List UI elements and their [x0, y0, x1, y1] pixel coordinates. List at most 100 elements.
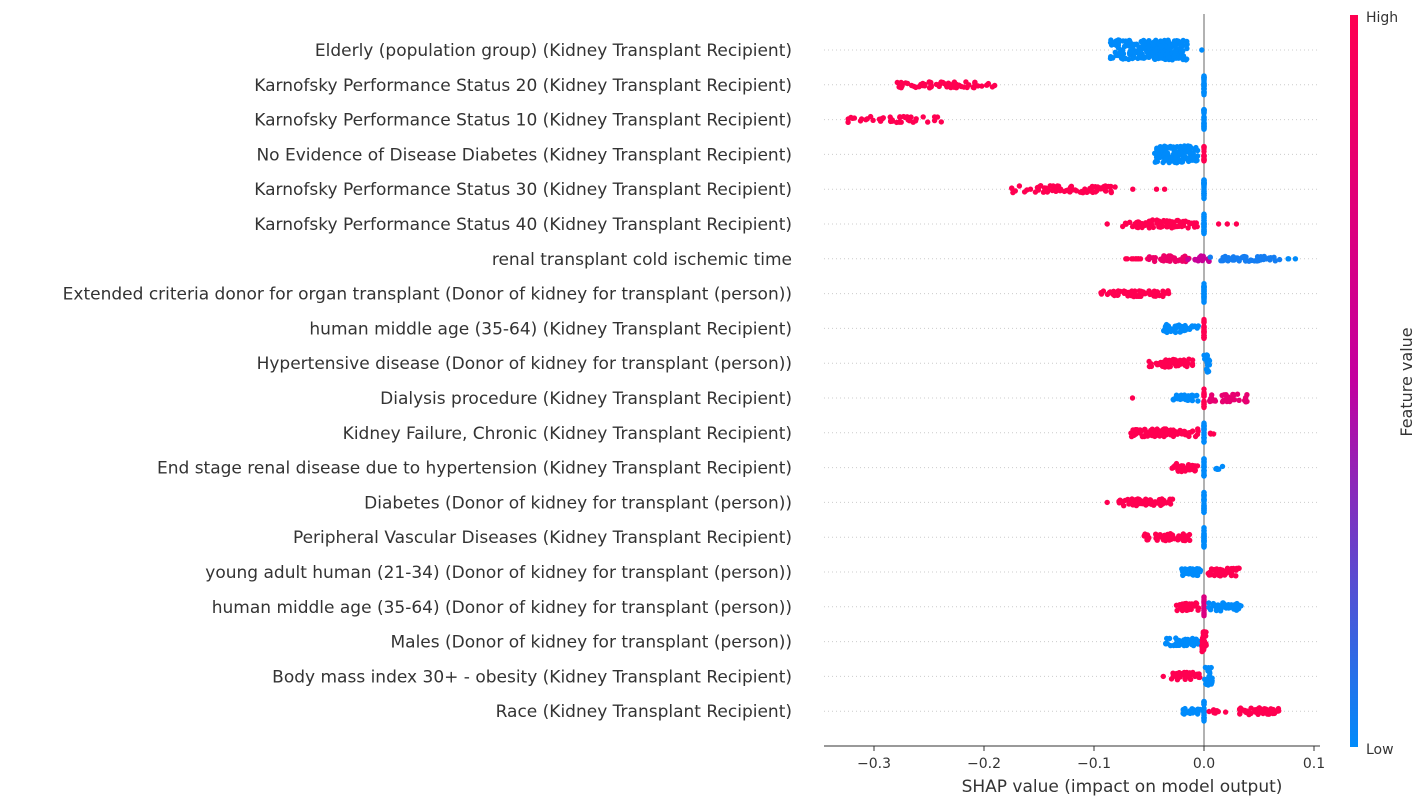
shap-point [1189, 150, 1195, 156]
shap-point [1187, 710, 1193, 717]
shap-point [1183, 639, 1189, 645]
shap-point [1169, 533, 1176, 539]
shap-point [1165, 53, 1171, 60]
shap-point [898, 119, 904, 125]
shap-point [907, 114, 913, 121]
shap-point [1189, 571, 1195, 577]
shap-point [1202, 664, 1209, 671]
shap-point [1201, 107, 1207, 114]
shap-point [1194, 153, 1201, 159]
shap-point [1162, 147, 1169, 153]
shap-point [950, 83, 957, 90]
shap-point [1275, 708, 1281, 714]
shap-point [1010, 189, 1016, 196]
shap-point [1233, 573, 1239, 579]
shap-point [1177, 357, 1183, 363]
feature-label: No Evidence of Disease Diabetes (Kidney … [256, 145, 792, 165]
feature-label: End stage renal disease due to hypertens… [157, 459, 792, 479]
shap-point [1148, 222, 1155, 228]
shap-point [1153, 360, 1159, 366]
shap-point [928, 82, 934, 89]
feature-label: Karnofsky Performance Status 30 (Kidney … [254, 180, 792, 200]
shap-point [951, 79, 958, 85]
shap-point [1201, 90, 1207, 96]
shap-point [902, 114, 908, 121]
shap-point [1222, 709, 1229, 715]
shap-point [1228, 602, 1235, 608]
shap-point [1108, 54, 1114, 60]
shap-point [1185, 145, 1192, 152]
shap-point [1201, 639, 1207, 646]
shap-point [1201, 403, 1207, 409]
shap-point [1227, 395, 1234, 401]
shap-point [1236, 565, 1242, 571]
shap-point [1158, 52, 1164, 59]
shap-point [1157, 224, 1164, 230]
shap-point [1201, 503, 1207, 509]
shap-point [1194, 671, 1200, 677]
feature-label: Karnofsky Performance Status 20 (Kidney … [254, 76, 792, 96]
shap-point [1122, 289, 1129, 295]
shap-point [1172, 463, 1178, 470]
shap-point [1042, 188, 1049, 194]
shap-point [1236, 397, 1242, 403]
shap-point [1194, 711, 1201, 717]
shap-point [870, 117, 876, 124]
feature-label: Diabetes (Donor of kidney for transplant… [364, 493, 792, 513]
shap-point [1266, 711, 1272, 717]
shap-point [1201, 463, 1207, 469]
feature-label: Hypertensive disease (Donor of kidney fo… [257, 354, 792, 374]
shap-point [1192, 433, 1199, 440]
shap-point [1171, 40, 1177, 46]
shap-point [1123, 38, 1129, 44]
shap-point [1230, 255, 1237, 262]
shap-point [1146, 288, 1152, 295]
shap-point [888, 118, 894, 124]
shap-point [1151, 293, 1157, 299]
shap-point [1231, 606, 1237, 612]
shap-point [1167, 363, 1174, 370]
shap-point [1178, 220, 1184, 226]
shap-point [1065, 187, 1071, 193]
shap-point [1261, 254, 1267, 260]
x-tick-label: −0.3 [857, 756, 891, 772]
shap-point [1150, 50, 1156, 56]
shap-point [1139, 220, 1145, 227]
shap-point [1163, 43, 1169, 50]
shap-point [1129, 223, 1136, 230]
shap-point [1201, 594, 1207, 600]
shap-point [1174, 323, 1180, 329]
shap-point [1206, 604, 1212, 611]
shap-point [1201, 607, 1207, 614]
shap-point [1202, 676, 1208, 682]
row-gridlines [824, 49, 1320, 712]
shap-point [880, 115, 886, 121]
feature-label: Race (Kidney Transplant Recipient) [496, 702, 792, 722]
shap-point [1270, 710, 1276, 717]
shap-point [1160, 159, 1166, 166]
shap-point [1201, 530, 1207, 536]
shap-point [1218, 258, 1224, 264]
feature-label: Peripheral Vascular Diseases (Kidney Tra… [293, 528, 792, 548]
shap-point [992, 82, 998, 89]
shap-point [913, 84, 919, 91]
shap-points [845, 37, 1299, 724]
shap-point [1055, 183, 1062, 189]
shap-point [1182, 676, 1188, 682]
shap-point [1201, 179, 1207, 185]
colorbar-title: Feature value [1397, 327, 1416, 436]
shap-point [1112, 41, 1118, 48]
shap-point [1121, 503, 1127, 509]
feature-label: Karnofsky Performance Status 40 (Kidney … [254, 215, 792, 235]
shap-point [1167, 46, 1173, 52]
shap-point [1201, 542, 1207, 548]
shap-point [1201, 323, 1207, 329]
shap-point [1152, 433, 1158, 440]
shap-point [1201, 193, 1207, 199]
shap-point [1225, 255, 1232, 261]
colorbar: High Low Feature value [1350, 10, 1416, 758]
shap-point [1171, 149, 1178, 156]
shap-point [1204, 359, 1210, 365]
x-axis: −0.3 −0.2 −0.1 0.0 0.1 SHAP value (impact on… [824, 745, 1325, 797]
